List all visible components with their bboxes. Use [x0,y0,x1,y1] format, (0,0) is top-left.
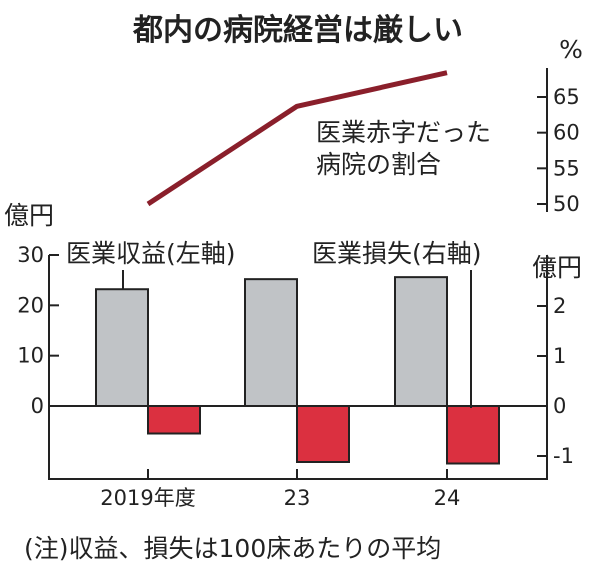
loss-bar [446,405,500,465]
bar-panel: 億円 億円 0 10 20 30 -1 0 1 2 2019年度 23 24 医業収益(左軸) 医… [4,201,582,510]
right-tick-label: 1 [553,344,566,368]
x-ticks: 2019年度 23 24 [100,469,460,510]
bars [95,276,500,465]
left-tick-label: 30 [17,243,44,267]
left-tick-label: 20 [17,293,44,317]
line-ticks: 50 55 60 65 [537,85,580,216]
chart-note: (注)収益、損失は100床あたりの平均 [24,534,441,563]
revenue-bar [244,278,298,407]
line-tick-label: 55 [553,156,580,180]
x-tick-label: 24 [434,486,461,510]
line-series-deficit-share [146,70,448,207]
left-tick-label: 10 [17,344,44,368]
revenue-bar [95,288,149,407]
left-tick-label: 0 [31,394,44,418]
right-tick-label: -1 [553,444,574,468]
line-series-label: 医業赤字だった 病院の割合 [316,118,499,179]
chart-title: 都内の病院経営は厳しい [132,13,463,48]
bar-ticks: 0 10 20 30 -1 0 1 2 [17,243,574,468]
line-tick-label: 50 [553,192,580,216]
line-tick-label: 65 [553,85,580,109]
x-tick-label: 23 [284,486,311,510]
loss-bar [296,405,350,463]
line-tick-label: 60 [553,121,580,145]
loss-bar [147,405,201,435]
loss-series-label: 医業損失(右軸) [312,239,482,268]
right-tick-label: 0 [553,394,566,418]
left-axis-unit: 億円 [4,201,54,230]
line-panel: % 50 55 60 65 医業赤字だった 病院の割合 [146,35,583,216]
x-tick-label: 2019年度 [100,486,195,510]
revenue-series-label: 医業収益(左軸) [66,239,236,268]
revenue-bar [394,276,448,407]
line-axis-unit: % [559,35,583,64]
right-axis-unit: 億円 [532,253,582,282]
right-tick-label: 2 [553,294,566,318]
